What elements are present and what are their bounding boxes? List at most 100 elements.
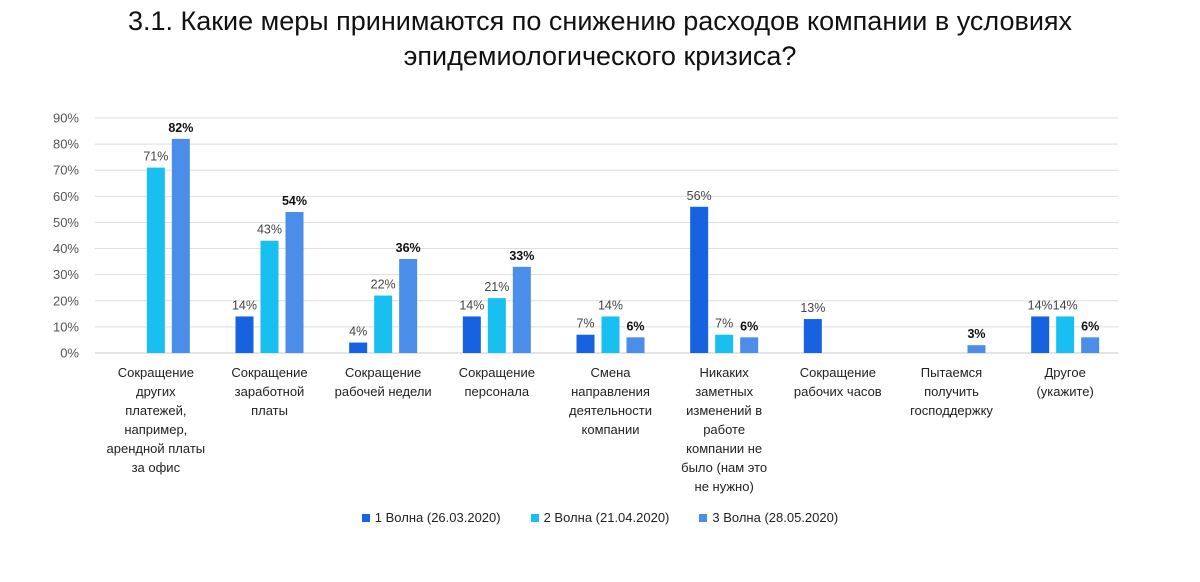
y-tick-label: 60% bbox=[53, 189, 79, 204]
category-label: Смена направления деятельности компании bbox=[556, 363, 666, 439]
category-label: Сокращение персонала bbox=[442, 363, 552, 401]
category-label-line: Сокращение bbox=[117, 365, 194, 380]
legend-label: 3 Волна (28.05.2020) bbox=[712, 510, 839, 525]
data-label-wave-2: 71% bbox=[143, 150, 168, 164]
data-label-wave-2: 14% bbox=[598, 298, 623, 312]
category-label-line: получить bbox=[924, 384, 979, 399]
category-label-line: за офис bbox=[131, 460, 181, 475]
category-label: Другое (укажите) bbox=[1010, 363, 1120, 401]
legend-swatch bbox=[361, 513, 370, 522]
data-labels: 71%82%14%43%54%4%22%36%14%21%33%7%14%6%5… bbox=[143, 121, 1099, 341]
category-label-line: не нужно) bbox=[694, 479, 754, 494]
chart-title-line-2: эпидемиологического кризиса? bbox=[403, 41, 797, 71]
bar-wave-1 bbox=[349, 342, 368, 353]
data-label-wave-3: 36% bbox=[396, 241, 421, 255]
bar-wave-3 bbox=[1081, 337, 1100, 353]
data-label-wave-3: 54% bbox=[282, 194, 307, 208]
category-label-line: платы bbox=[251, 403, 288, 418]
bars bbox=[146, 138, 1100, 353]
category-label-line: заметных bbox=[695, 384, 754, 399]
legend-label: 2 Волна (21.04.2020) bbox=[543, 510, 670, 525]
y-tick-label: 70% bbox=[53, 163, 79, 178]
category-label-line: персонала bbox=[464, 384, 530, 399]
data-label-wave-3: 3% bbox=[967, 327, 985, 341]
category-label-line: Смена bbox=[590, 365, 631, 380]
data-label-wave-2: 7% bbox=[715, 317, 733, 331]
bar-wave-3 bbox=[967, 345, 986, 353]
y-tick-label: 90% bbox=[53, 111, 79, 126]
bar-wave-2 bbox=[487, 298, 506, 353]
y-tick-label: 20% bbox=[53, 293, 79, 308]
category-label-line: Пытаемся bbox=[920, 365, 983, 380]
data-label-wave-2: 22% bbox=[371, 278, 396, 292]
category-label-line: направления bbox=[571, 384, 650, 399]
y-tick-label: 40% bbox=[53, 241, 79, 256]
y-tick-label: 30% bbox=[53, 267, 79, 282]
category-label: Сокращение рабочей недели bbox=[328, 363, 438, 401]
bar-wave-1 bbox=[576, 334, 595, 353]
category-label-line: Никаких bbox=[699, 365, 749, 380]
category-label-line: Сокращение bbox=[345, 365, 422, 380]
category-label: Пытаемся получить господдержку bbox=[897, 363, 1007, 420]
data-label-wave-3: 6% bbox=[626, 319, 644, 333]
bar-wave-1 bbox=[803, 319, 822, 353]
data-label-wave-1: 56% bbox=[687, 189, 712, 203]
bar-wave-2 bbox=[374, 295, 393, 353]
bar-wave-2 bbox=[146, 167, 165, 353]
category-label-line: других bbox=[135, 384, 176, 399]
category-label: Сокращение других платежей, например, арендн… bbox=[101, 363, 211, 477]
data-label-wave-2: 21% bbox=[484, 280, 509, 294]
bar-wave-2 bbox=[1056, 316, 1075, 353]
bar-chart: 0% 10% 20% 30% 40% 50% 60% 70% 80% 90% 71% 82% 14% 4… bbox=[53, 111, 1118, 361]
chart-title-line-1: 3.1. Какие меры принимаются по снижению … bbox=[127, 6, 1073, 36]
category-label-line: изменений в bbox=[686, 403, 763, 418]
bar-wave-3 bbox=[740, 337, 759, 353]
y-tick-label: 80% bbox=[53, 137, 79, 152]
data-label-wave-1: 13% bbox=[800, 301, 825, 315]
legend-item-wave-1: 1 Волна (26.03.2020) bbox=[361, 510, 501, 525]
category-label-line: Сокращение bbox=[231, 365, 308, 380]
legend-swatch bbox=[699, 513, 708, 522]
data-label-wave-1: 14% bbox=[232, 298, 257, 312]
category-label-line: арендной платы bbox=[106, 441, 206, 456]
category-label-line: господдержку bbox=[910, 403, 993, 418]
data-label-wave-2: 43% bbox=[257, 223, 282, 237]
category-label-line: Сокращение bbox=[799, 365, 876, 380]
category-label-line: заработной bbox=[234, 384, 305, 399]
y-tick-label: 10% bbox=[53, 319, 79, 334]
bar-wave-2 bbox=[715, 334, 734, 353]
chart-title: 3.1. Какие меры принимаются по снижению … bbox=[0, 4, 1200, 74]
bar-wave-3 bbox=[285, 212, 304, 353]
legend-item-wave-2: 2 Волна (21.04.2020) bbox=[530, 510, 670, 525]
bar-wave-1 bbox=[235, 316, 254, 353]
data-label-wave-1: 4% bbox=[349, 325, 367, 339]
category-label-line: работе bbox=[703, 422, 746, 437]
category-label-line: рабочих часов bbox=[793, 384, 882, 399]
data-label-wave-2: 14% bbox=[1053, 298, 1078, 312]
bar-wave-2 bbox=[260, 240, 279, 353]
category-label: Никаких заметных изменений в работе компании… bbox=[669, 363, 779, 496]
data-label-wave-3: 6% bbox=[740, 319, 758, 333]
legend-item-wave-3: 3 Волна (28.05.2020) bbox=[699, 510, 838, 525]
category-label-line: деятельности bbox=[569, 403, 652, 418]
category-label-line: Сокращение bbox=[458, 365, 535, 380]
bar-wave-2 bbox=[601, 316, 620, 353]
y-axis-ticks: 0% 10% 20% 30% 40% 50% 60% 70% 80% 90% bbox=[53, 111, 79, 361]
legend-label: 1 Волна (26.03.2020) bbox=[374, 510, 501, 525]
category-label: Сокращение заработной платы bbox=[215, 363, 325, 420]
category-label-line: Другое bbox=[1044, 365, 1086, 380]
legend: 1 Волна (26.03.2020) 2 Волна (21.04.2020)… bbox=[0, 510, 1200, 525]
bar-wave-3 bbox=[399, 259, 418, 353]
bar-wave-1 bbox=[690, 206, 709, 353]
bar-wave-3 bbox=[626, 337, 645, 353]
category-label-line: было (нам это bbox=[681, 460, 768, 475]
data-label-wave-1: 14% bbox=[1028, 298, 1053, 312]
bar-wave-1 bbox=[1031, 316, 1050, 353]
data-label-wave-3: 33% bbox=[509, 249, 534, 263]
data-label-wave-1: 7% bbox=[576, 317, 594, 331]
bar-wave-3 bbox=[512, 266, 531, 353]
category-label: Сокращение рабочих часов bbox=[783, 363, 893, 401]
category-label-line: рабочей недели bbox=[334, 384, 432, 399]
bar-wave-1 bbox=[462, 316, 481, 353]
data-label-wave-3: 82% bbox=[168, 121, 193, 135]
